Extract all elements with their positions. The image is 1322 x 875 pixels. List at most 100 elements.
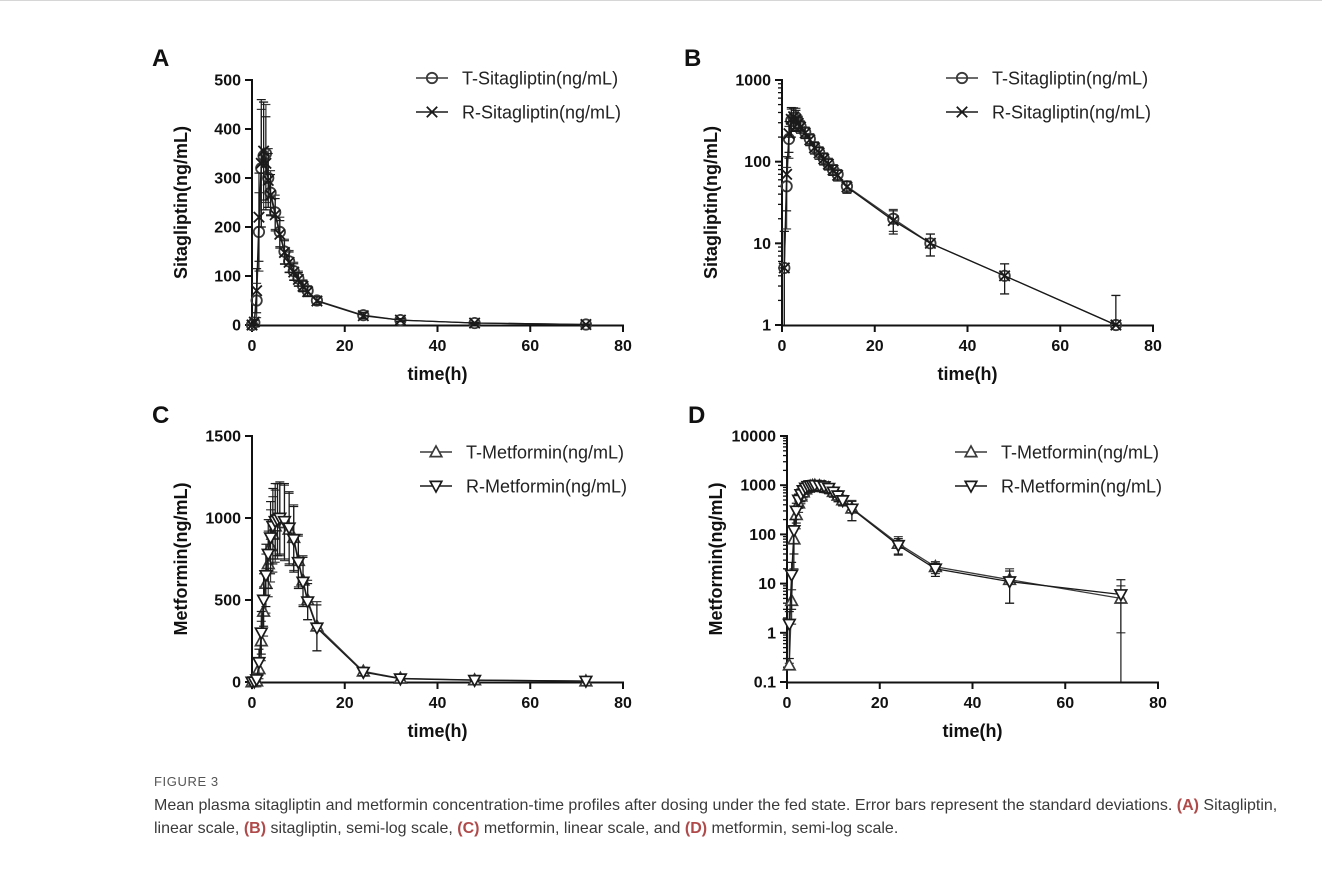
y-tick-label: 0	[232, 318, 241, 335]
y-tick-label: 100	[744, 154, 771, 171]
data-point	[283, 256, 295, 269]
data-point	[924, 237, 937, 250]
y-tick-label: 1000	[735, 73, 771, 90]
y-tick-label: 0.1	[754, 675, 776, 692]
y-axis-label: Metformin(ng/mL)	[706, 483, 726, 636]
data-point	[273, 228, 286, 241]
series-test	[782, 477, 1129, 671]
legend-label: T-Sitagliptin(ng/mL)	[992, 69, 1148, 89]
caption-segment: sitagliptin, semi-log scale,	[266, 820, 458, 837]
figure-label: FIGURE 3	[154, 774, 219, 789]
data-point	[357, 309, 370, 322]
data-point	[278, 246, 291, 259]
legend-entry: T-Sitagliptin(ng/mL)	[416, 69, 618, 89]
legend-label: R-Metformin(ng/mL)	[466, 477, 627, 497]
legend-entry: R-Sitagliptin(ng/mL)	[416, 103, 621, 123]
legend-marker	[428, 480, 444, 494]
legend-marker	[955, 71, 969, 85]
data-point	[292, 273, 305, 286]
data-point	[928, 563, 943, 577]
data-point	[295, 576, 311, 590]
series-reference	[782, 479, 1129, 682]
series-reference	[246, 98, 592, 331]
x-tick-label: 60	[521, 338, 539, 355]
data-point	[281, 522, 297, 536]
data-point	[467, 674, 482, 688]
legend-marker	[963, 480, 979, 494]
series-test	[778, 107, 1123, 332]
y-tick-label: 10	[758, 576, 776, 593]
data-point	[844, 503, 860, 517]
data-point	[260, 157, 272, 170]
series-line	[783, 115, 1117, 326]
data-point	[256, 594, 271, 608]
caption-segment: Mean plasma sitagliptin and metformin co…	[154, 797, 1177, 814]
chart-panel-c: C 0 20 40 60 80 0 500 1000 1500 time(h) Metformin(n…	[152, 402, 632, 741]
y-tick-label: 1500	[205, 429, 241, 446]
data-point	[799, 127, 812, 139]
panel-letter: C	[152, 402, 169, 429]
data-point	[248, 316, 261, 328]
y-tick-label: 1	[762, 318, 771, 335]
x-tick-label: 0	[248, 695, 257, 712]
y-tick-label: 10	[753, 236, 771, 253]
x-tick-label: 40	[429, 338, 447, 355]
data-point	[260, 548, 276, 562]
legend-label: R-Sitagliptin(ng/mL)	[992, 103, 1151, 123]
y-tick-label: 400	[214, 122, 241, 139]
x-axis-label: time(h)	[938, 364, 998, 384]
series-line	[251, 150, 586, 326]
panel-letter: D	[688, 402, 705, 429]
x-tick-label: 20	[866, 338, 884, 355]
legend-label: T-Metformin(ng/mL)	[466, 443, 624, 463]
data-point	[291, 556, 306, 571]
legend-entry: T-Metformin(ng/mL)	[420, 443, 624, 463]
x-tick-label: 40	[429, 695, 447, 712]
data-point	[998, 269, 1011, 282]
x-tick-label: 40	[959, 338, 977, 355]
y-tick-label: 100	[749, 527, 776, 544]
data-point	[831, 169, 844, 182]
data-point	[310, 294, 324, 307]
data-point	[277, 515, 292, 530]
data-point	[286, 533, 301, 548]
series-test	[245, 101, 593, 332]
caption-segment: Sitagliptin, linear scale,	[154, 797, 1278, 837]
legend-entry: R-Metformin(ng/mL)	[955, 477, 1162, 497]
x-tick-label: 0	[778, 338, 787, 355]
data-point	[257, 145, 270, 157]
legend-entry: R-Sitagliptin(ng/mL)	[946, 103, 1151, 123]
y-axis-label: Metformin(ng/mL)	[171, 483, 191, 636]
data-point	[287, 266, 300, 278]
x-tick-label: 0	[248, 338, 257, 355]
data-point	[780, 168, 793, 181]
y-tick-label: 10000	[732, 429, 777, 446]
series-line	[788, 484, 1122, 666]
series-line	[251, 517, 586, 683]
data-point	[813, 147, 825, 159]
x-tick-label: 60	[521, 695, 539, 712]
y-tick-label: 500	[214, 593, 241, 610]
data-point	[1110, 319, 1122, 331]
chart-panel-a: A 0 20 40 60 80 0 100 200 300 400 500 time(h) Sitagli…	[152, 45, 632, 384]
x-tick-label: 0	[783, 695, 792, 712]
x-axis-label: time(h)	[943, 721, 1003, 741]
legend-marker	[428, 444, 444, 458]
data-point	[300, 596, 315, 610]
figure-caption: FIGURE 3 Mean plasma sitagliptin and met…	[154, 774, 1304, 840]
series-line	[252, 518, 586, 683]
data-point	[580, 318, 592, 331]
data-point	[891, 539, 906, 554]
series-reference	[244, 481, 594, 690]
x-tick-label: 20	[336, 695, 354, 712]
data-point	[782, 657, 797, 671]
x-tick-label: 20	[336, 338, 354, 355]
y-tick-label: 1000	[740, 478, 776, 495]
legend-label: T-Sitagliptin(ng/mL)	[462, 69, 618, 89]
series-reference	[778, 106, 1122, 331]
legend-marker	[425, 71, 439, 85]
data-point	[1002, 576, 1017, 590]
data-point	[262, 174, 275, 187]
data-point	[301, 285, 314, 298]
panel-letter: B	[684, 45, 701, 72]
